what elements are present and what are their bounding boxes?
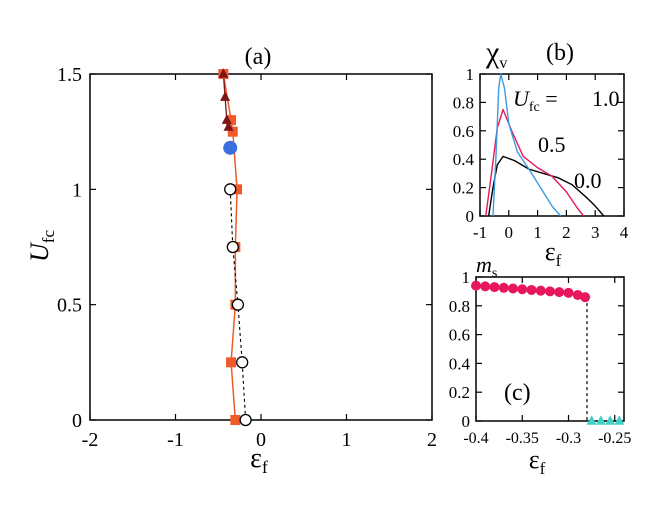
x-tick-label: 0: [505, 223, 514, 242]
square-marker: [230, 415, 241, 425]
square-marker: [227, 126, 238, 137]
panel-a-x-ticks: -2 -1 0 1 2: [82, 74, 437, 451]
y-tick-label: 1: [72, 179, 82, 201]
chi-line-0-0: [487, 155, 605, 217]
triangle-marker: [595, 415, 606, 425]
x-tick-label: -2: [82, 429, 99, 451]
circle-marker: [480, 281, 491, 292]
circle-marker: [535, 285, 546, 296]
x-tick-label: 1: [342, 429, 352, 451]
panel-c-label: (c): [504, 380, 531, 406]
circle-marker: [517, 284, 528, 295]
y-tick-label: 0: [72, 410, 82, 432]
y-tick-label: 0: [466, 207, 475, 226]
x-tick-label: -0.25: [598, 430, 631, 447]
panel-c-frame: [475, 276, 625, 422]
x-tick-label: 1: [533, 223, 542, 242]
circle-marker: [545, 286, 555, 297]
y-tick-label: 0.4: [449, 354, 471, 373]
y-tick-label: 0.8: [449, 297, 470, 316]
circle-marker: [580, 292, 591, 303]
panel-b-x-ticks: -1 0 1 2 3 4: [473, 74, 629, 242]
y-tick-label: 0.6: [453, 122, 474, 141]
x-tick-label: 0: [256, 429, 266, 451]
panel-c-title: ms: [476, 252, 497, 281]
triangle-marker: [223, 121, 234, 131]
chi-line-1-0: [492, 73, 562, 217]
x-tick-label: -1: [473, 223, 487, 242]
circle-marker: [554, 287, 565, 298]
open-circle-marker: [236, 356, 249, 369]
panel-a-marks: [218, 68, 252, 427]
open-circle-marker: [239, 413, 252, 427]
y-tick-label: 1: [466, 65, 475, 84]
triangle-marker: [220, 91, 231, 101]
panel-c-y-ticks: 0 0.2 0.4 0.6 0.8 1: [449, 268, 624, 431]
x-tick-label: -0.3: [556, 430, 581, 447]
circle-marker: [489, 282, 500, 293]
x-tick-label: -0.4: [463, 430, 488, 447]
y-tick-label: 1.5: [57, 64, 82, 86]
panel-a-y-ticks: 0 0.5 1 1.5: [57, 64, 432, 432]
panel-b-title: χv: [485, 36, 507, 72]
open-circle-marker: [224, 183, 237, 196]
x-tick-label: -1: [167, 429, 184, 451]
triangle-marker: [218, 68, 229, 78]
y-tick-label: 0.8: [453, 93, 474, 112]
open-circle-marker: [226, 240, 239, 254]
circle-marker: [498, 282, 509, 293]
x-tick-label: -0.35: [506, 430, 539, 447]
panel-c-xlabel: εf: [529, 445, 546, 478]
square-marker: [226, 357, 237, 368]
square-marker: [232, 184, 243, 195]
y-tick-label: 0.5: [57, 295, 82, 317]
panel-b-xlabel: εf: [545, 237, 562, 270]
panel-b-label: (b): [546, 40, 574, 66]
y-tick-label: 0.2: [453, 179, 474, 198]
panel-b-lines: [485, 73, 605, 217]
triangle-marker: [586, 415, 597, 425]
circle-marker: [526, 284, 537, 295]
chi-line-0-5: [485, 108, 585, 217]
panel-c: ms -0.4 -0.35 -0.3 -0.25 0 0.2 0.4 0.6 0.8 1 (c)…: [449, 252, 632, 478]
triangle-marker: [221, 114, 232, 124]
panel-a-label: (a): [245, 44, 272, 70]
panel-b: χv (b) -1 0 1 2 3 4 00.20.40.60.81 Ufc = 1.0 …: [453, 36, 629, 270]
panel-c-marks: [471, 280, 625, 425]
panel-b-y-ticks: 0 0.2 0.4 0.6 0.8 1: [453, 65, 624, 226]
triangle-marker: [614, 415, 625, 425]
circle-marker: [223, 140, 238, 155]
legend-label-0-5: 0.5: [538, 132, 566, 157]
x-tick-label: 4: [620, 223, 629, 242]
y-tick-label: 0: [462, 412, 471, 431]
panel-a: (a) -2 -1 0 1 2 0 0.5 1 1.5 εf Ufc: [25, 44, 437, 477]
panel-a-xlabel: εf: [250, 443, 268, 477]
circle-marker: [471, 280, 481, 291]
y-tick-label: 1: [462, 268, 471, 287]
square-marker: [226, 115, 237, 126]
panel-a-frame: [89, 73, 433, 421]
panel-c-x-ticks: -0.4 -0.35 -0.3 -0.25: [463, 277, 631, 447]
x-tick-label: 2: [427, 429, 437, 451]
panel-b-legend-prefix: Ufc =: [513, 86, 558, 115]
legend-label-1-0: 1.0: [592, 86, 620, 111]
legend-label-0-0: 0.0: [574, 168, 602, 193]
y-tick-label: 0.6: [449, 326, 470, 345]
triangle-marker: [605, 415, 616, 425]
x-tick-label: 3: [591, 223, 600, 242]
panel-a-ylabel: Ufc: [25, 230, 58, 262]
open-circle-marker: [231, 298, 245, 311]
y-tick-label: 0.4: [453, 150, 475, 169]
circle-marker: [563, 287, 574, 298]
panel-b-frame: [479, 73, 625, 217]
circle-marker: [508, 283, 518, 294]
x-tick-label: 2: [562, 223, 571, 242]
y-tick-label: 0.2: [449, 383, 470, 402]
